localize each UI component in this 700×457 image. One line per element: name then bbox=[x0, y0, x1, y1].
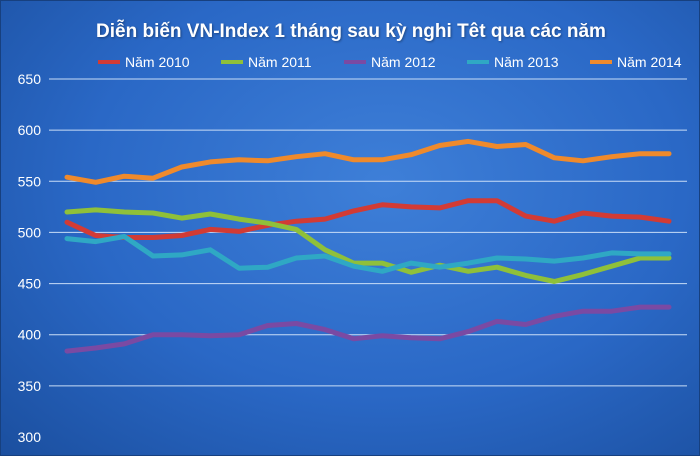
y-tick-label: 600 bbox=[18, 122, 42, 138]
series-line bbox=[64, 138, 672, 185]
y-tick-label: 350 bbox=[18, 378, 42, 394]
legend-label: Năm 2012 bbox=[371, 54, 436, 70]
legend-label: Năm 2010 bbox=[125, 54, 190, 70]
series-line bbox=[64, 234, 672, 274]
y-tick-label: 400 bbox=[18, 327, 42, 343]
legend-label: Năm 2014 bbox=[617, 54, 682, 70]
series-line bbox=[64, 198, 672, 240]
y-tick-label: 300 bbox=[18, 429, 42, 445]
legend-label: Năm 2013 bbox=[494, 54, 559, 70]
legend-label: Năm 2011 bbox=[248, 54, 312, 70]
y-tick-label: 450 bbox=[18, 276, 42, 292]
series-line bbox=[64, 207, 672, 284]
chart-title: Diễn biến VN-Index 1 tháng sau kỳ nghi T… bbox=[96, 21, 606, 42]
y-tick-label: 500 bbox=[18, 224, 42, 240]
y-tick-label: 550 bbox=[18, 173, 42, 189]
y-tick-label: 650 bbox=[18, 71, 42, 87]
series-line bbox=[64, 304, 672, 354]
